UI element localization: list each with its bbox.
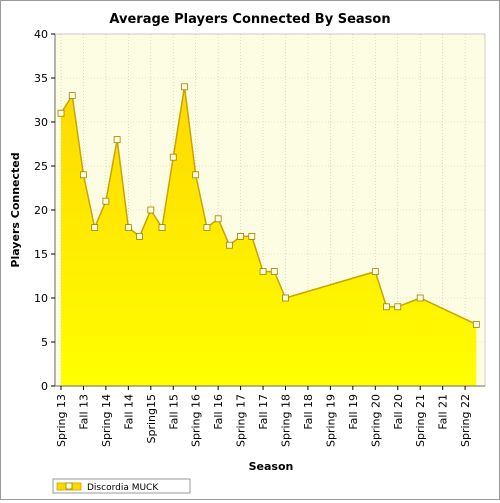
data-point-marker	[225, 241, 233, 249]
y-tick-label: 5	[41, 336, 48, 349]
y-tick-label: 20	[34, 204, 48, 217]
x-tick-label: Fall 17	[257, 394, 270, 430]
x-tick-label: Spring 18	[280, 394, 293, 447]
x-tick-label: Spring 21	[414, 394, 427, 447]
data-point-marker	[416, 294, 424, 302]
y-tick-label: 30	[34, 116, 48, 129]
data-point-marker	[203, 224, 211, 232]
data-point-marker	[102, 197, 110, 205]
x-tick-label: Spring 19	[324, 394, 337, 447]
x-tick-label: Spring 14	[100, 394, 113, 447]
x-tick-label: Spring 17	[235, 394, 248, 447]
x-tick-label: Spring 22	[459, 394, 472, 447]
legend: Discordia MUCK	[52, 478, 191, 494]
data-point-marker	[371, 268, 379, 276]
y-axis-label: Players Connected	[9, 152, 22, 267]
x-tick-label: Spring15	[145, 394, 158, 444]
data-point-marker	[282, 294, 289, 302]
x-axis-label: Season	[249, 460, 294, 473]
data-point-marker	[472, 320, 480, 328]
x-tick-label: Fall 20	[392, 394, 405, 430]
data-point-marker	[394, 303, 402, 311]
data-point-marker	[248, 232, 256, 240]
data-point-marker	[214, 215, 222, 223]
x-tick-label: Fall 13	[77, 394, 90, 430]
plot-area: 0 5 10 15 20 25 30 35 40 Spring 13 Fall 13 Spring 1…	[34, 28, 486, 447]
data-point-marker	[383, 303, 390, 311]
legend-box	[52, 478, 191, 494]
y-tick-label: 25	[34, 160, 48, 173]
data-point-marker	[237, 232, 245, 240]
series-area	[61, 86, 477, 387]
data-point-marker	[113, 136, 121, 144]
y-tick-label: 15	[34, 248, 48, 261]
x-tick-label: Fall 18	[302, 394, 315, 430]
data-point-marker	[158, 224, 166, 232]
data-point-marker	[147, 206, 155, 214]
chart-title: Average Players Connected By Season	[109, 12, 390, 27]
x-tick-label: Spring 13	[55, 394, 68, 447]
data-point-marker	[181, 83, 188, 91]
y-tick-label: 10	[34, 292, 48, 305]
x-tick-label: Spring 20	[369, 394, 382, 447]
data-point-marker	[68, 92, 76, 99]
data-point-marker	[91, 224, 99, 232]
data-point-marker	[169, 153, 177, 161]
data-point-marker	[259, 268, 267, 276]
y-tick-label: 40	[34, 28, 48, 41]
data-point-marker	[124, 224, 132, 232]
data-point-marker	[192, 171, 200, 179]
data-point-marker	[270, 268, 278, 276]
legend-label: Discordia MUCK	[87, 483, 159, 493]
x-tick-label: Fall 16	[212, 394, 225, 430]
legend-marker	[65, 482, 73, 490]
y-tick-label: 35	[34, 72, 48, 85]
x-tick-label: Spring 16	[190, 394, 203, 447]
x-tick-label: Fall 14	[122, 394, 135, 430]
y-tick-label: 0	[41, 380, 48, 393]
data-point-marker	[136, 232, 143, 240]
x-tick-label: Fall 21	[437, 394, 450, 430]
data-point-marker	[80, 171, 87, 179]
x-tick-label: Fall 15	[167, 394, 180, 430]
series-line	[60, 86, 477, 326]
x-tick-label: Fall 19	[347, 394, 360, 430]
data-point-marker	[57, 109, 65, 117]
